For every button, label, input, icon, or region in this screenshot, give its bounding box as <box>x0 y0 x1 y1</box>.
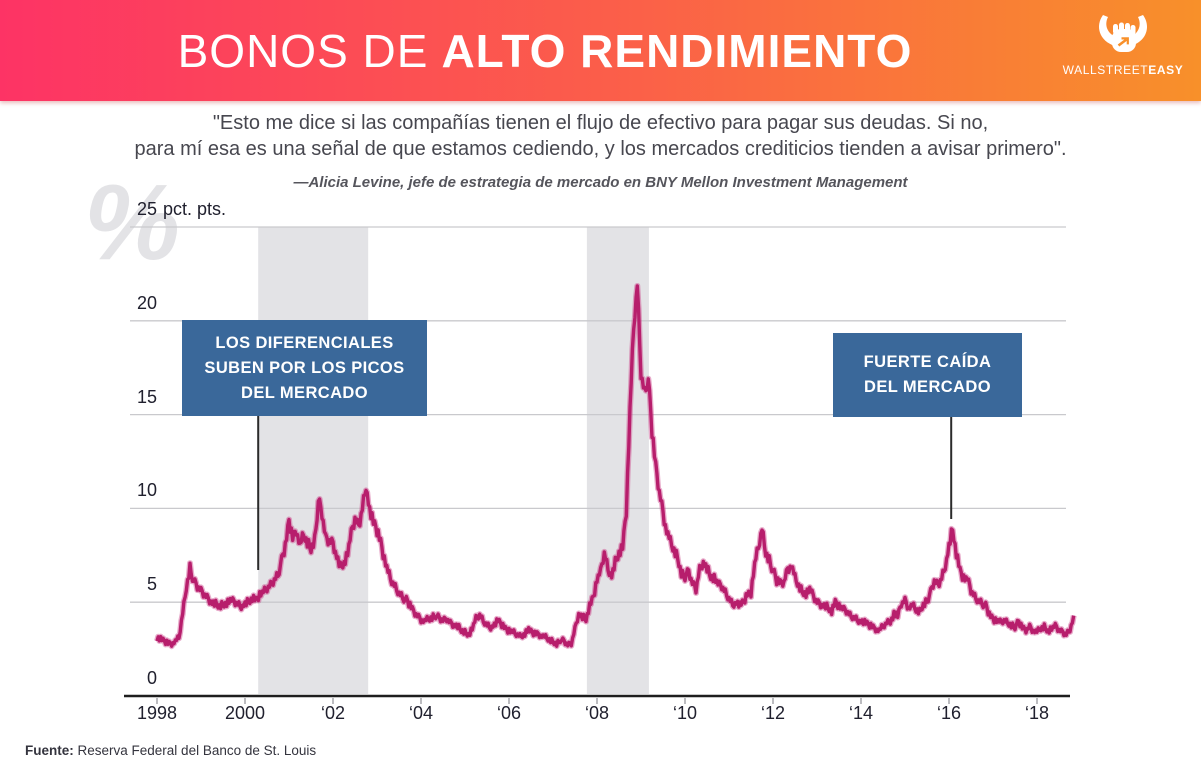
brand-logo: WALLSTREETEASY <box>1063 14 1183 88</box>
source-text: Reserva Federal del Banco de St. Louis <box>77 743 317 758</box>
quote-attribution: —Alicia Levine, jefe de estrategia de me… <box>293 174 908 191</box>
spread-line <box>155 284 1076 648</box>
page-title-bold: ALTO RENDIMIENTO <box>441 24 913 77</box>
brand-name-regular: WALLSTREET <box>1062 63 1149 77</box>
quote-block: "Esto me dice si las compañías tienen el… <box>0 110 1201 191</box>
percent-watermark: % <box>84 161 181 282</box>
bull-icon <box>1099 15 1147 52</box>
page-title: BONOS DE ALTO RENDIMIENTO <box>0 0 1090 101</box>
source-note: Fuente: Reserva Federal del Banco de St.… <box>25 743 316 758</box>
source-label: Fuente: <box>25 743 74 758</box>
brand-name: WALLSTREETEASY <box>1063 63 1184 77</box>
brand-name-bold: EASY <box>1148 63 1184 77</box>
quote-line-1: "Esto me dice si las compañías tienen el… <box>212 112 989 134</box>
recession-band <box>258 227 369 694</box>
quote-line-2: para mí esa es una señal de que estamos … <box>134 138 1067 160</box>
header-banner: BONOS DE ALTO RENDIMIENTO WALLSTREETEASY <box>0 0 1201 101</box>
page-title-light: BONOS DE <box>177 24 429 77</box>
